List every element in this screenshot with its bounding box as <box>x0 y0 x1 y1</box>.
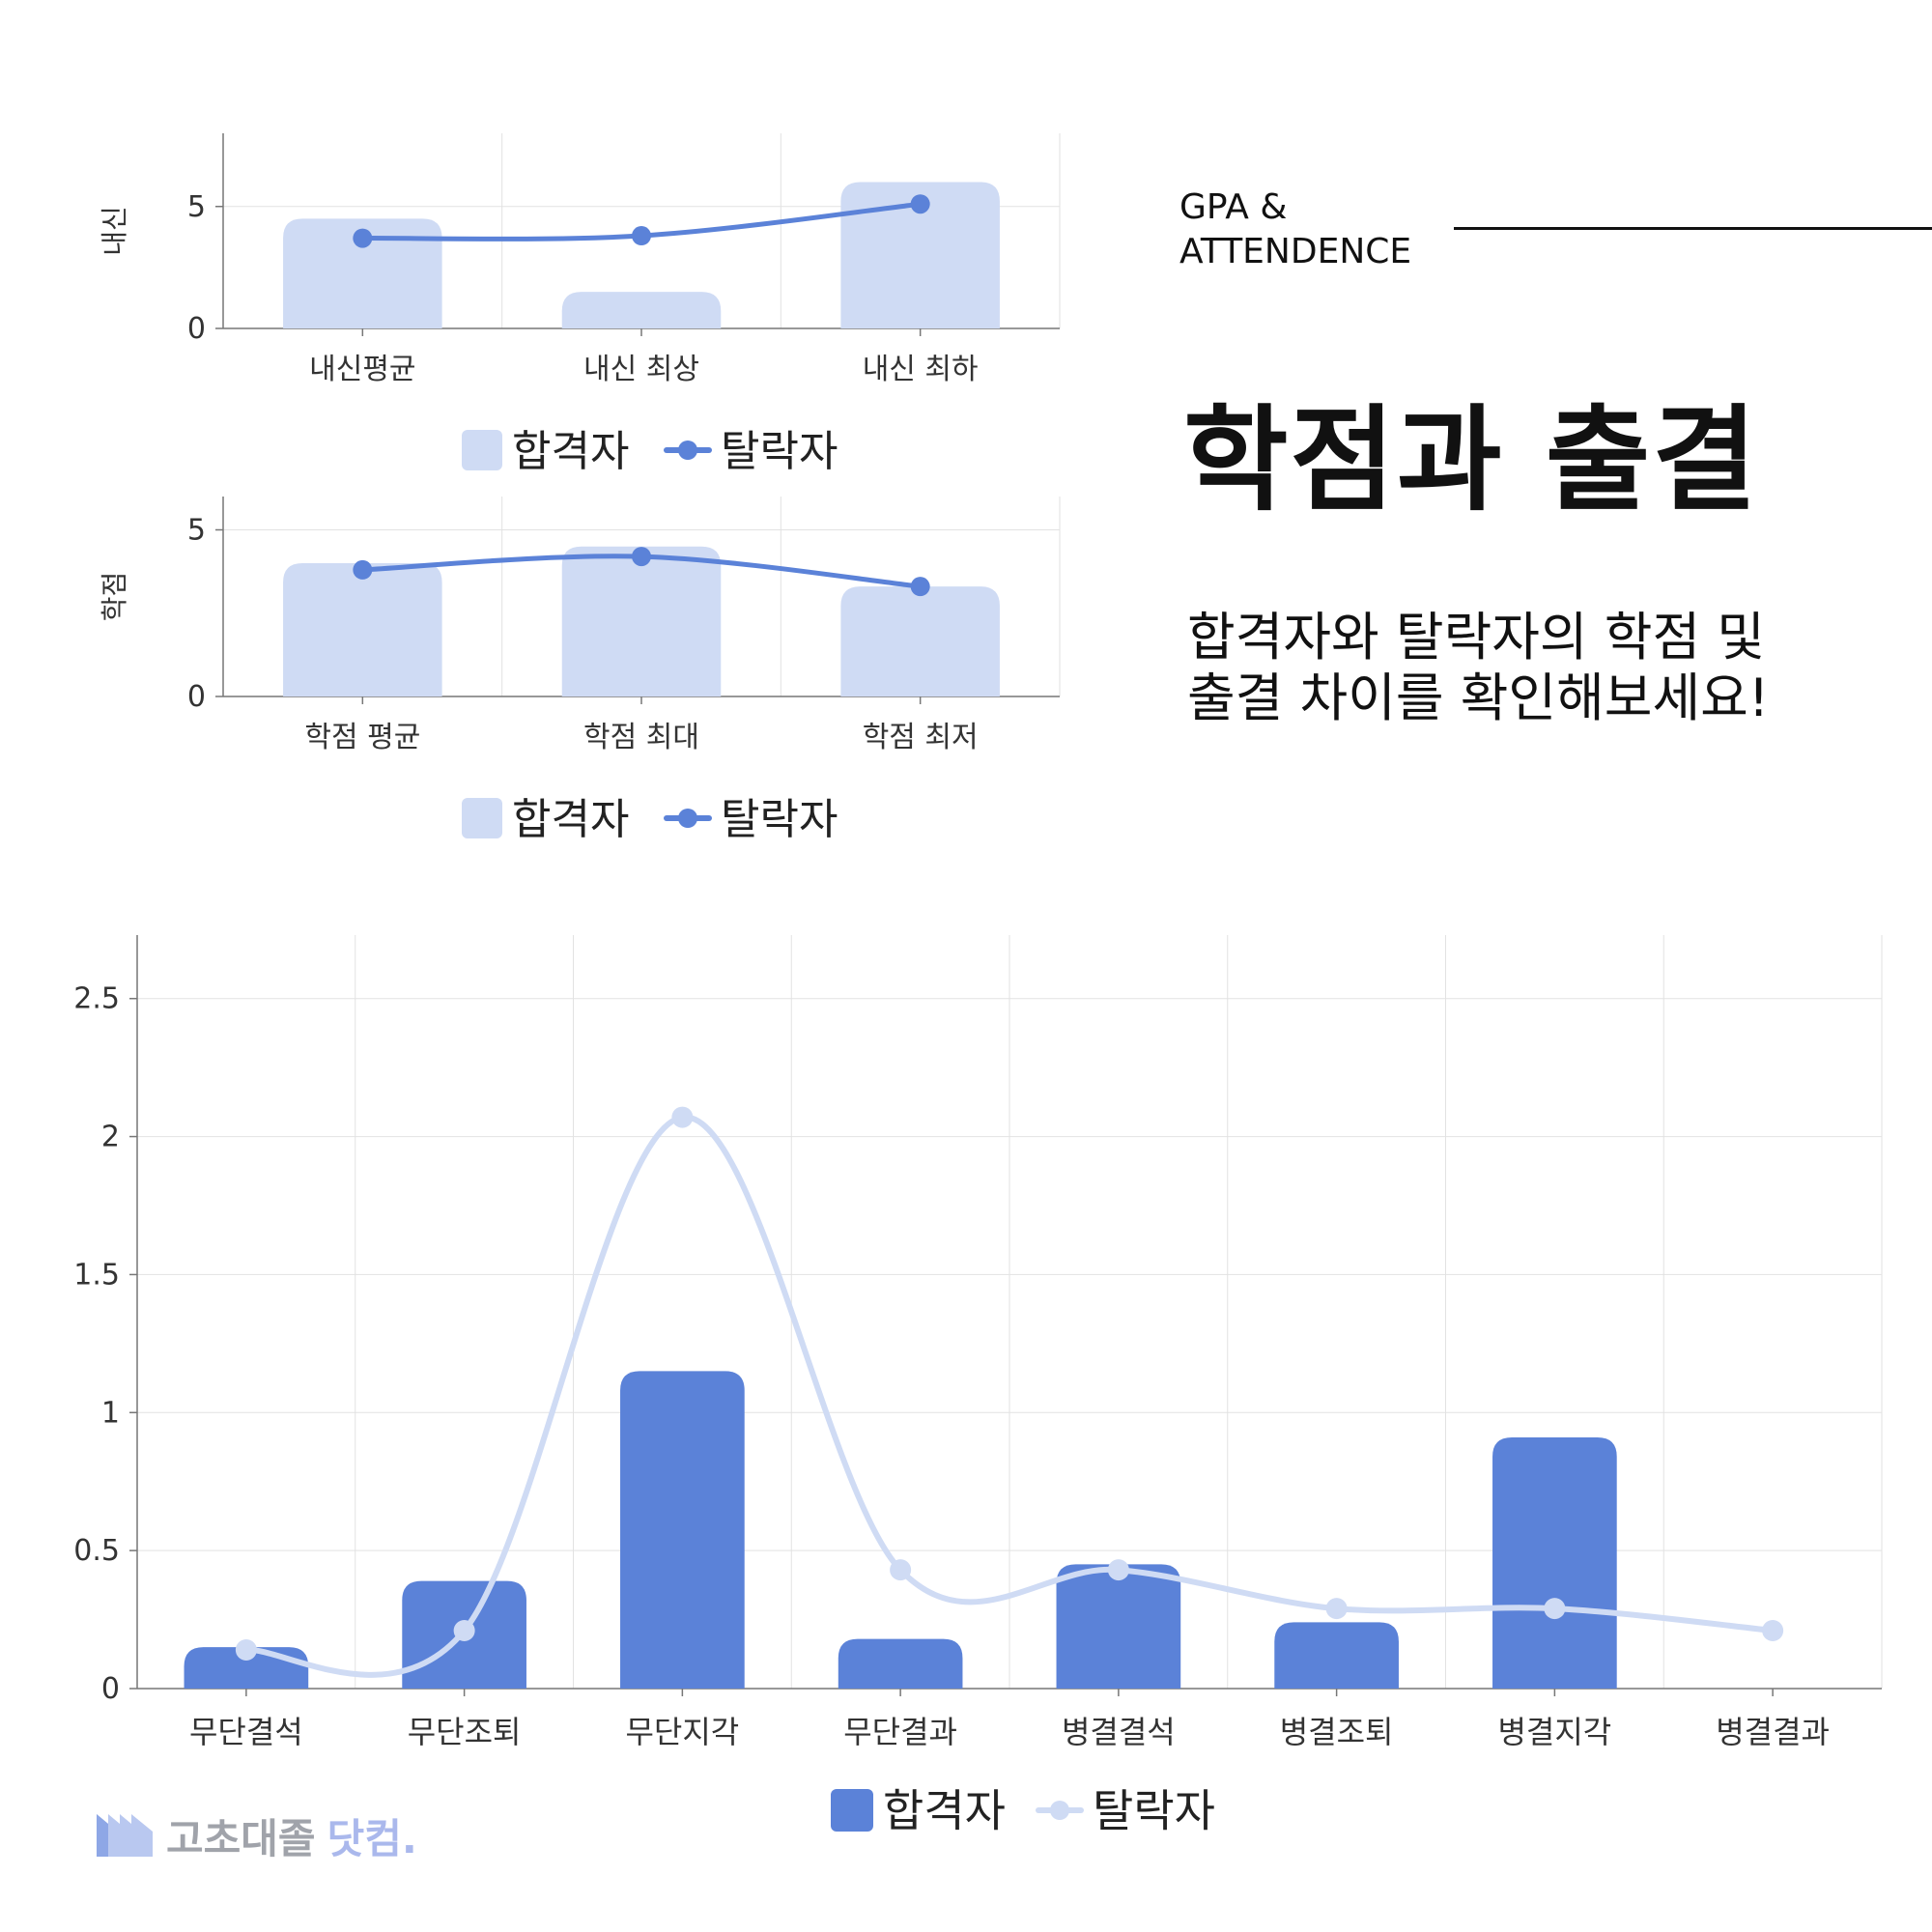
bar-합격자 <box>1492 1437 1617 1689</box>
x-tick-label: 무단조퇴 <box>408 1714 522 1750</box>
x-tick-label: 무단지각 <box>625 1714 739 1750</box>
legend: 합격자 탈락자 <box>462 795 838 844</box>
legend-swatch-dot <box>678 809 697 828</box>
point-탈락자 <box>632 226 651 246</box>
x-tick-label: 내신 최상 <box>583 353 699 386</box>
description: 합격자와 탈락자의 학점 및 출결 차이를 확인해보세요! <box>1187 607 1769 728</box>
x-tick-label: 학점 최저 <box>863 721 979 754</box>
subtitle-line-2: ATTENDENCE <box>1179 232 1412 271</box>
bar-합격자 <box>283 218 442 328</box>
legend-label: 탈락자 <box>1093 1785 1215 1837</box>
x-tick-label: 학점 최대 <box>583 721 699 754</box>
point-탈락자 <box>235 1639 257 1661</box>
bar-합격자 <box>561 546 722 696</box>
subtitle-english: GPA & ATTENDENCE <box>1179 185 1411 274</box>
y-tick-label: 2 <box>101 1121 120 1154</box>
legend-swatch-bar <box>462 430 502 470</box>
point-탈락자 <box>1107 1559 1129 1581</box>
legend-label: 탈락자 <box>721 427 838 476</box>
y-axis-title: 내신 <box>99 206 130 256</box>
bar-합격자 <box>283 563 442 696</box>
subtitle-line-1: GPA & <box>1179 187 1288 227</box>
point-탈락자 <box>1762 1620 1784 1641</box>
bar-합격자 <box>840 586 1000 696</box>
legend-swatch-dot <box>1050 1801 1069 1820</box>
legend-label: 합격자 <box>512 795 629 844</box>
y-tick-label: 0.5 <box>73 1534 120 1568</box>
legend-label: 탈락자 <box>721 795 838 844</box>
point-탈락자 <box>671 1106 694 1128</box>
attendance-chart: 0 0.5 1 1.5 2 2.5 무단결석 무단조퇴 무단지각 무단결과 병결결석 병결조퇴 병결지각… <box>73 935 1883 1837</box>
logo-text-main: 고초대졸 <box>166 1814 316 1862</box>
logo-text-accent: 닷컴. <box>327 1814 417 1862</box>
y-tick-label: 5 <box>187 190 206 224</box>
x-tick-label: 병결조퇴 <box>1280 1714 1394 1750</box>
y-tick-label: 1.5 <box>73 1258 120 1292</box>
point-탈락자 <box>353 559 373 580</box>
bar-합격자 <box>840 182 1000 328</box>
legend: 합격자 탈락자 <box>831 1785 1215 1837</box>
point-탈락자 <box>453 1620 475 1641</box>
x-tick-label: 병결지각 <box>1497 1714 1611 1750</box>
factory-logo-icon <box>97 1814 153 1857</box>
y-tick-label: 5 <box>187 514 206 548</box>
point-탈락자 <box>910 194 930 214</box>
y-tick-label: 2.5 <box>73 982 120 1016</box>
brand-logo: 고초대졸 닷컴. <box>97 1811 417 1862</box>
header-divider <box>1454 227 1932 230</box>
legend: 합격자 탈락자 <box>462 427 838 476</box>
y-tick-label: 0 <box>187 312 206 346</box>
bar-합격자 <box>620 1371 745 1689</box>
x-tick-label: 병결결과 <box>1716 1714 1830 1750</box>
point-탈락자 <box>1325 1598 1348 1620</box>
point-탈락자 <box>890 1559 912 1581</box>
x-tick-label: 무단결석 <box>189 1714 303 1750</box>
point-탈락자 <box>632 547 651 567</box>
legend-label: 합격자 <box>883 1785 1006 1837</box>
y-axis-title: 학점 <box>99 572 130 622</box>
y-tick-label: 0 <box>101 1672 120 1706</box>
legend-swatch-bar <box>462 798 502 838</box>
x-tick-label: 학점 평균 <box>304 721 420 754</box>
x-tick-label: 내신 최하 <box>863 353 979 386</box>
description-line-2: 출결 차이를 확인해보세요! <box>1187 668 1770 728</box>
bar-합격자 <box>1274 1622 1399 1689</box>
point-탈락자 <box>1544 1598 1566 1620</box>
legend-swatch-dot <box>678 440 697 460</box>
y-tick-label: 1 <box>101 1396 120 1430</box>
x-tick-label: 병결결석 <box>1062 1714 1176 1750</box>
bar-합격자 <box>1056 1564 1181 1689</box>
bar-합격자 <box>838 1638 963 1689</box>
y-tick-label: 0 <box>187 680 206 714</box>
legend-label: 합격자 <box>512 427 629 476</box>
point-탈락자 <box>910 577 930 597</box>
point-탈락자 <box>353 228 373 248</box>
description-line-1: 합격자와 탈락자의 학점 및 <box>1187 607 1765 668</box>
bar-합격자 <box>561 292 722 328</box>
page-title: 학점과 출결 <box>1183 393 1759 526</box>
x-tick-label: 내신평균 <box>309 353 415 386</box>
x-tick-label: 무단결과 <box>843 1714 957 1750</box>
legend-swatch-bar <box>831 1789 873 1832</box>
